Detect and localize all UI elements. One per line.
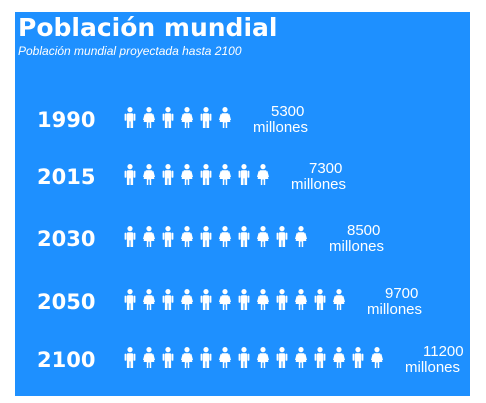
man-icon xyxy=(238,164,250,185)
woman-icon xyxy=(143,226,155,247)
man-icon xyxy=(276,289,288,310)
woman-icon xyxy=(181,164,193,185)
unit-label: millones xyxy=(329,238,384,255)
man-icon xyxy=(200,164,212,185)
man-icon xyxy=(238,226,250,247)
woman-icon xyxy=(257,347,269,368)
chart-subtitle: Población mundial proyectada hasta 2100 xyxy=(18,44,242,58)
woman-icon xyxy=(257,289,269,310)
woman-icon xyxy=(181,347,193,368)
woman-icon xyxy=(295,226,307,247)
woman-icon xyxy=(143,347,155,368)
woman-icon xyxy=(219,226,231,247)
unit-label: millones xyxy=(405,359,460,376)
value-label: 5300 xyxy=(271,103,304,120)
woman-icon xyxy=(181,107,193,128)
man-icon xyxy=(200,107,212,128)
woman-icon xyxy=(219,347,231,368)
year-label: 1990 xyxy=(37,108,95,132)
woman-icon xyxy=(371,347,383,368)
value-label: 9700 xyxy=(385,285,418,302)
man-icon xyxy=(124,164,136,185)
woman-icon xyxy=(219,289,231,310)
man-icon xyxy=(238,289,250,310)
man-icon xyxy=(314,347,326,368)
year-label: 2030 xyxy=(37,227,95,251)
man-icon xyxy=(238,347,250,368)
man-icon xyxy=(352,347,364,368)
man-icon xyxy=(162,226,174,247)
chart-panel: Población mundial Población mundial proy… xyxy=(15,12,470,396)
chart-title: Población mundial xyxy=(18,13,278,42)
woman-icon xyxy=(219,107,231,128)
value-label: 11200 xyxy=(423,343,464,360)
man-icon xyxy=(276,347,288,368)
woman-icon xyxy=(295,289,307,310)
value-label: 7300 xyxy=(309,160,342,177)
woman-icon xyxy=(181,289,193,310)
man-icon xyxy=(314,289,326,310)
man-icon xyxy=(276,226,288,247)
value-label: 8500 xyxy=(347,222,380,239)
unit-label: millones xyxy=(367,301,422,318)
woman-icon xyxy=(143,164,155,185)
man-icon xyxy=(200,226,212,247)
man-icon xyxy=(124,107,136,128)
man-icon xyxy=(162,347,174,368)
woman-icon xyxy=(143,289,155,310)
man-icon xyxy=(200,289,212,310)
woman-icon xyxy=(143,107,155,128)
man-icon xyxy=(124,289,136,310)
unit-label: millones xyxy=(253,119,308,136)
man-icon xyxy=(200,347,212,368)
woman-icon xyxy=(257,164,269,185)
woman-icon xyxy=(333,289,345,310)
woman-icon xyxy=(257,226,269,247)
woman-icon xyxy=(333,347,345,368)
man-icon xyxy=(162,164,174,185)
year-label: 2050 xyxy=(37,290,95,314)
year-label: 2015 xyxy=(37,165,95,189)
man-icon xyxy=(124,347,136,368)
woman-icon xyxy=(295,347,307,368)
unit-label: millones xyxy=(291,176,346,193)
woman-icon xyxy=(219,164,231,185)
year-label: 2100 xyxy=(37,348,95,372)
man-icon xyxy=(162,107,174,128)
man-icon xyxy=(162,289,174,310)
man-icon xyxy=(124,226,136,247)
woman-icon xyxy=(181,226,193,247)
